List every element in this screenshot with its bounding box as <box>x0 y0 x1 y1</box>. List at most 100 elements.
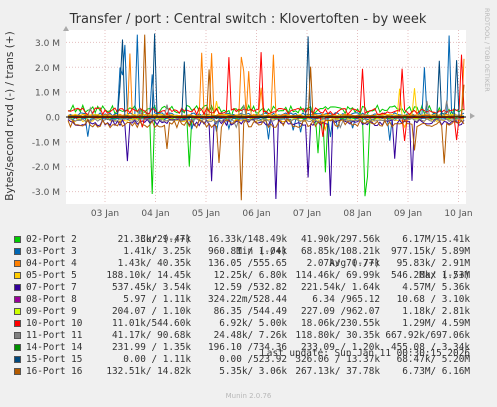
legend-cur: 188.10k/ 14.45k <box>106 270 191 281</box>
legend-max: 546.20k/ 1.53M <box>390 270 470 281</box>
legend-avg: 18.06k/230.55k <box>300 318 380 329</box>
legend-header-cur: Cur (-/+) <box>140 234 191 245</box>
series-line-16-port-16-rcvd <box>67 118 465 201</box>
legend-swatch <box>14 296 21 303</box>
legend-max: 667.92k/697.06k <box>385 330 470 341</box>
legend-min: 6.92k/ 5.00k <box>219 318 287 329</box>
legend-max: 1.18k/ 2.81k <box>402 306 470 317</box>
series-line-16-port-16-trans <box>67 34 465 118</box>
legend-row: 02-Port 2 21.33k/29.47k 16.33k/148.49k 41.9… <box>0 234 497 246</box>
x-tick-label: 04 Jan <box>141 209 169 219</box>
legend-min: 24.48k/ 7.26k <box>213 330 287 341</box>
legend-avg: 267.13k/ 37.78k <box>295 366 380 377</box>
legend-series-name: 16-Port 16 <box>26 366 83 377</box>
legend-row: 04-Port 4 1.43k/ 40.35k 136.05 /555.65 2.07… <box>0 258 497 270</box>
legend-cur: 1.43k/ 40.35k <box>117 258 191 269</box>
last-update: Last update: Sun Jan 11 00:30:15 2026 <box>261 348 470 359</box>
legend-row: 16-Port 16 132.51k/ 14.82k 5.35k/ 3.06k 267… <box>0 366 497 378</box>
legend-series-name: 03-Port 3 <box>26 246 77 257</box>
legend-avg: 233.09 / 1.20k <box>300 342 380 353</box>
y-tick-label: 3.0 M <box>35 39 60 49</box>
legend-row: 07-Port 7 537.45k/ 3.54k 12.59 /532.82 221.… <box>0 282 497 294</box>
legend-row: 03-Port 3 1.41k/ 3.25k 960.81 / 1.04k 68.85… <box>0 246 497 258</box>
legend-max: 95.83k/ 2.91M <box>396 258 470 269</box>
legend-max: 977.15k/ 5.89M <box>390 246 470 257</box>
y-tick-label: 0.0 <box>46 114 61 124</box>
legend-swatch <box>14 284 21 291</box>
legend-series-name: 14-Port 14 <box>26 342 83 353</box>
legend-series-name: 15-Port 15 <box>26 354 83 365</box>
x-tick-label: 08 Jan <box>343 209 371 219</box>
chart-title: Transfer / port : Central switch : Klove… <box>69 12 427 27</box>
series-line-10-port-10-trans <box>67 52 465 116</box>
x-tick-label: 06 Jan <box>242 209 270 219</box>
legend-row: 10-Port 10 11.01k/544.60k 6.92k/ 5.00k 18.0… <box>0 318 497 330</box>
y-tick-label: 2.0 M <box>35 64 60 74</box>
x-tick-label: 09 Jan <box>394 209 422 219</box>
legend-series-name: 02-Port 2 <box>26 234 77 245</box>
legend-swatch <box>14 248 21 255</box>
series-line-07-port-7-rcvd <box>67 117 465 200</box>
y-tick-label: -2.0 M <box>32 163 60 173</box>
legend-cur: 537.45k/ 3.54k <box>111 282 191 293</box>
legend-cur: 204.07 / 1.10k <box>111 306 191 317</box>
legend-min: 196.10 /734.36 <box>207 342 287 353</box>
legend-avg: 6.34 /965.12 <box>312 294 380 305</box>
legend-swatch <box>14 332 21 339</box>
legend-cur: 11.01k/544.60k <box>111 318 191 329</box>
legend-max: 4.57M/ 5.36k <box>402 282 470 293</box>
y-axis-label: Bytes/second rcvd (-) / trans (+) <box>4 31 16 200</box>
munin-version: Munin 2.0.76 <box>225 392 272 400</box>
axis-arrow-x <box>470 113 475 119</box>
y-tick-label: -3.0 M <box>32 188 60 198</box>
legend-swatch <box>14 308 21 315</box>
legend-avg: 2.07k/ 70.77k <box>306 258 380 269</box>
legend-min: 324.22m/528.44 <box>207 294 287 305</box>
legend-cur: 231.99 / 1.35k <box>111 342 191 353</box>
legend-min: 136.05 /555.65 <box>207 258 287 269</box>
legend-swatch <box>14 344 21 351</box>
legend-min: 5.35k/ 3.06k <box>219 366 287 377</box>
legend-cur: 132.51k/ 14.82k <box>106 366 191 377</box>
y-tick-label: -1.0 M <box>32 138 60 148</box>
legend-swatch <box>14 368 21 375</box>
legend-avg: 326.06 / 13.37k <box>295 354 380 365</box>
legend-min: 16.33k/148.49k <box>207 234 287 245</box>
legend-avg: 118.80k/ 30.35k <box>295 330 380 341</box>
legend-row: 11-Port 11 41.17k/ 90.68k 24.48k/ 7.26k 118… <box>0 330 497 342</box>
legend-avg: 221.54k/ 1.64k <box>300 282 380 293</box>
legend-swatch <box>14 236 21 243</box>
legend-series-name: 11-Port 11 <box>26 330 83 341</box>
legend-min: 12.59 /532.82 <box>213 282 287 293</box>
legend-max: 455.08 / 3.34k <box>390 342 470 353</box>
legend-header-avg: Avg (-/+) <box>329 258 380 269</box>
legend: Cur (-/+) Min (-/+) Avg (-/+) Max (-/+) … <box>0 222 497 378</box>
legend-avg: 68.85k/108.21k <box>300 246 380 257</box>
legend-header-max: Max (-/+) <box>419 270 470 281</box>
legend-row: 15-Port 15 0.00 / 1.11k 0.00 /523.92 326.06… <box>0 354 497 366</box>
legend-cur: 5.97 / 1.11k <box>123 294 191 305</box>
legend-max: 10.68 / 3.10k <box>396 294 470 305</box>
legend-swatch <box>14 260 21 267</box>
y-tick-labels: 3.0 M 2.0 M 1.0 M 0.0 -1.0 M -2.0 M -3.0 M <box>32 39 60 198</box>
x-tick-label: 10 Jan <box>444 209 472 219</box>
legend-row: 09-Port 9 204.07 / 1.10k 86.35 /544.49 227.… <box>0 306 497 318</box>
axis-arrow-y <box>63 26 69 31</box>
legend-cur: 21.33k/29.47k <box>117 234 191 245</box>
legend-min: 960.81 / 1.04k <box>207 246 287 257</box>
legend-series-name: 05-Port 5 <box>26 270 77 281</box>
rrdtool-label: RRDTOOL / TOBI OETIKER <box>483 8 491 92</box>
legend-min: 0.00 /523.92 <box>219 354 287 365</box>
legend-cur: 1.41k/ 3.25k <box>123 246 191 257</box>
legend-max: 68.47k/ 5.20M <box>396 354 470 365</box>
legend-max: 6.73M/ 6.16M <box>402 366 470 377</box>
legend-cur: 41.17k/ 90.68k <box>111 330 191 341</box>
legend-cur: 0.00 / 1.11k <box>123 354 191 365</box>
legend-series-name: 10-Port 10 <box>26 318 83 329</box>
legend-series-name: 09-Port 9 <box>26 306 77 317</box>
x-tick-label: 07 Jan <box>293 209 321 219</box>
legend-series-name: 07-Port 7 <box>26 282 77 293</box>
legend-swatch <box>14 320 21 327</box>
x-tick-label: 03 Jan <box>91 209 119 219</box>
legend-min: 12.25k/ 6.80k <box>213 270 287 281</box>
